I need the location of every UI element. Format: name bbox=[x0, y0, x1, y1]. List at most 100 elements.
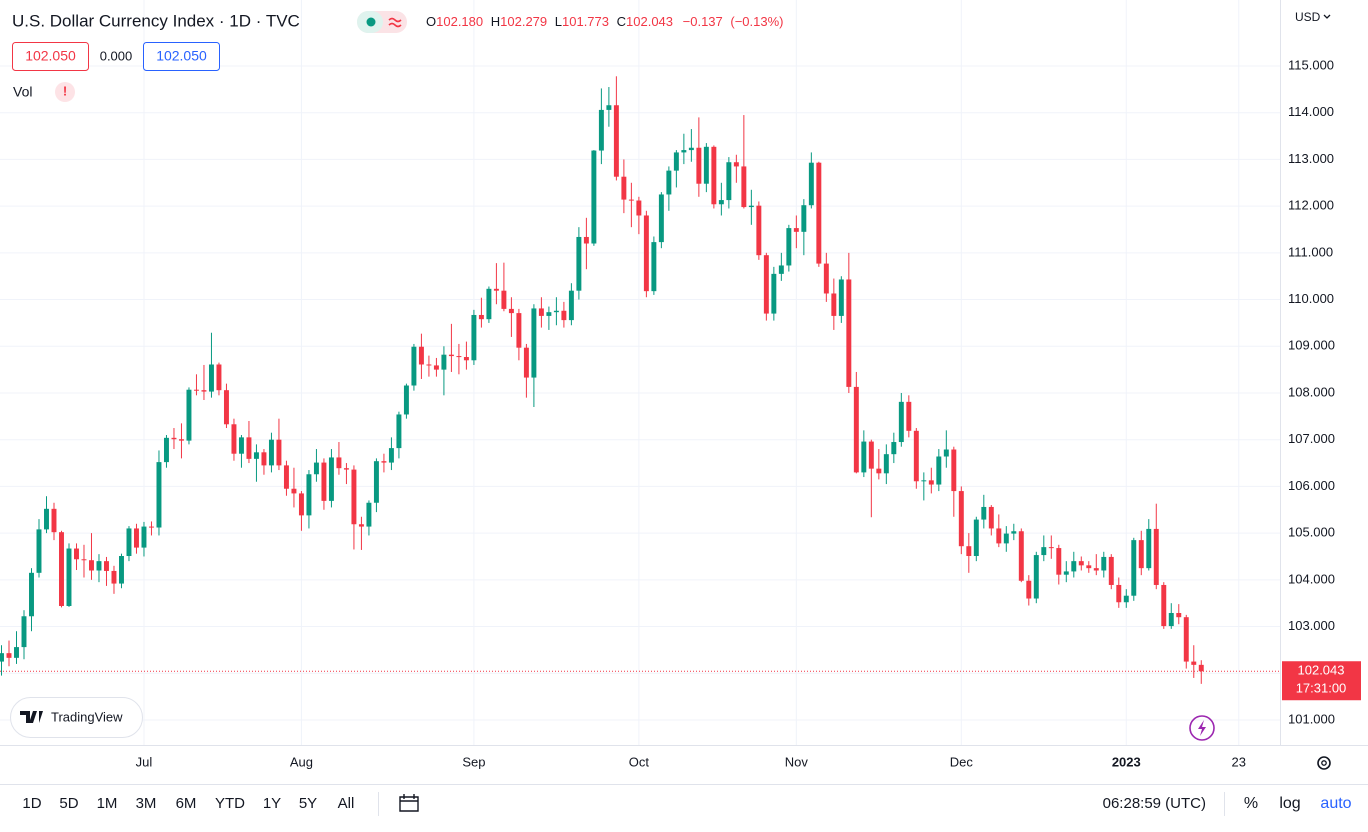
candle-body bbox=[163, 437, 169, 463]
candle-body bbox=[666, 170, 672, 195]
candle-body bbox=[1168, 612, 1174, 627]
candle-body bbox=[1063, 571, 1069, 575]
candle-body bbox=[268, 439, 274, 466]
candle-body bbox=[388, 448, 394, 463]
chart-title: U.S. Dollar Currency Index · 1D · TVC bbox=[12, 11, 300, 30]
currency[interactable]: USD bbox=[1295, 10, 1321, 24]
ohlc-key: O bbox=[426, 14, 436, 29]
candle-body bbox=[426, 364, 432, 366]
ohlc-legend: O102.180 H102.279 L101.773 C102.043 −0.1… bbox=[426, 14, 784, 29]
candle-body bbox=[778, 265, 784, 274]
range-button[interactable]: 6M bbox=[176, 795, 197, 812]
range-button[interactable]: 1D bbox=[22, 795, 41, 812]
y-tick-label: 104.000 bbox=[1288, 571, 1335, 586]
candle-body bbox=[418, 346, 424, 365]
candle-body bbox=[606, 105, 612, 110]
candle-body bbox=[561, 310, 567, 321]
candle-body bbox=[201, 390, 207, 392]
range-button[interactable]: YTD bbox=[215, 795, 245, 812]
brand-badge[interactable] bbox=[10, 697, 143, 738]
log-toggle[interactable]: log bbox=[1279, 795, 1300, 812]
candle-body bbox=[433, 365, 439, 370]
candle-body bbox=[208, 364, 214, 392]
candle-body bbox=[613, 105, 619, 177]
range-button[interactable]: All bbox=[338, 795, 355, 812]
candle-body bbox=[298, 493, 304, 516]
percent-toggle[interactable]: % bbox=[1244, 795, 1258, 812]
candle-body bbox=[928, 480, 934, 485]
candle-body bbox=[111, 570, 117, 584]
candle-body bbox=[1086, 565, 1092, 569]
indicator-alert-badge[interactable] bbox=[55, 82, 75, 102]
x-tick-label: Sep bbox=[462, 754, 485, 769]
candle-body bbox=[898, 401, 904, 443]
settings-button[interactable] bbox=[1317, 756, 1331, 770]
x-tick-label: 2023 bbox=[1112, 754, 1141, 769]
candle-body bbox=[246, 437, 252, 459]
candle-body bbox=[321, 462, 327, 501]
candle-body bbox=[51, 508, 57, 533]
clock[interactable]: 06:28:59 (UTC) bbox=[1103, 795, 1206, 812]
auto-toggle[interactable]: auto bbox=[1320, 795, 1351, 812]
candle-body bbox=[493, 288, 499, 291]
lightning-icon bbox=[1198, 720, 1206, 736]
ohlc-key: H bbox=[491, 14, 500, 29]
y-tick-label: 107.000 bbox=[1288, 431, 1335, 446]
range-button[interactable]: 1Y bbox=[263, 795, 281, 812]
range-button[interactable]: 3M bbox=[136, 795, 157, 812]
ohlc-key: C bbox=[617, 14, 626, 29]
candle-body bbox=[29, 572, 34, 617]
range-button[interactable]: 1M bbox=[97, 795, 118, 812]
brand-name: TradingView bbox=[51, 709, 123, 724]
candle-body bbox=[253, 452, 259, 459]
candle-body bbox=[104, 561, 109, 571]
y-tick-label: 105.000 bbox=[1288, 525, 1335, 540]
range-button[interactable]: 5D bbox=[59, 795, 78, 812]
y-tick-label: 114.000 bbox=[1288, 104, 1334, 119]
candle-body bbox=[1033, 555, 1039, 599]
candle-body bbox=[598, 109, 604, 151]
candle-body bbox=[351, 469, 357, 525]
candle-body bbox=[148, 526, 154, 528]
candle-body bbox=[943, 449, 949, 457]
candle-body bbox=[178, 439, 184, 441]
y-tick-label: 109.000 bbox=[1288, 338, 1335, 353]
candle-body bbox=[718, 200, 724, 205]
candle-body bbox=[133, 528, 139, 548]
candle-body bbox=[733, 162, 739, 167]
ohlc-value: 102.279 bbox=[500, 14, 547, 29]
candle-body bbox=[801, 205, 807, 232]
bar-countdown: 17:31:00 bbox=[1296, 681, 1347, 696]
candle-body bbox=[516, 313, 522, 348]
candle-body bbox=[1078, 561, 1084, 566]
last-price-label: 102.043 bbox=[1298, 663, 1345, 678]
candle-body bbox=[1093, 568, 1099, 571]
candle-body bbox=[531, 308, 537, 378]
currency-caret bbox=[1323, 14, 1331, 19]
candle-body bbox=[1018, 531, 1024, 581]
lightning-button[interactable] bbox=[1189, 715, 1215, 741]
candle-body bbox=[193, 389, 199, 391]
candle-body bbox=[36, 529, 42, 573]
candle-body bbox=[868, 441, 874, 469]
candle-body bbox=[643, 215, 649, 292]
ask-box[interactable] bbox=[143, 42, 220, 71]
candle-body bbox=[771, 273, 777, 314]
range-button[interactable]: 5Y bbox=[299, 795, 317, 812]
candle-body bbox=[238, 437, 244, 454]
candle-body bbox=[808, 162, 814, 206]
candle-body bbox=[913, 430, 919, 482]
date-range-button[interactable] bbox=[399, 794, 419, 812]
candle-body bbox=[141, 526, 147, 548]
candle-body bbox=[793, 228, 799, 232]
x-tick-label: Oct bbox=[629, 754, 650, 769]
candle-body bbox=[1191, 661, 1197, 665]
candle-body bbox=[576, 236, 582, 291]
candle-body bbox=[14, 647, 19, 658]
candle-body bbox=[448, 354, 454, 357]
candle-body bbox=[1138, 540, 1144, 569]
candle-body bbox=[501, 290, 507, 309]
bid-box[interactable] bbox=[12, 42, 89, 71]
candle-body bbox=[958, 491, 964, 547]
